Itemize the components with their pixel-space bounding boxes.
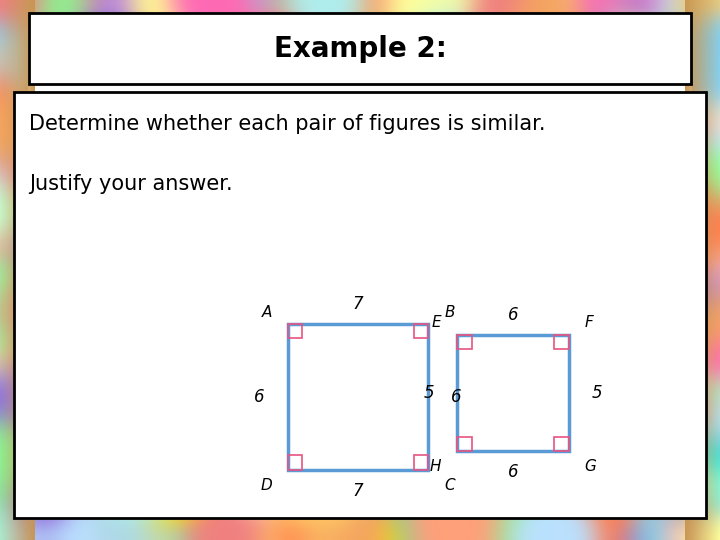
Bar	[457, 335, 472, 349]
Text: H: H	[430, 459, 441, 474]
Bar	[457, 436, 472, 451]
Text: G: G	[585, 459, 596, 474]
Text: Example 2:: Example 2:	[274, 35, 446, 63]
Bar	[414, 324, 428, 339]
Text: 7: 7	[353, 482, 364, 500]
Text: D: D	[261, 478, 272, 493]
Text: Justify your answer.: Justify your answer.	[29, 173, 233, 194]
Text: 5: 5	[592, 384, 603, 402]
Bar	[14, 92, 706, 518]
Text: 6: 6	[508, 463, 518, 481]
Bar	[288, 455, 302, 470]
Text: Determine whether each pair of figures is similar.: Determine whether each pair of figures i…	[29, 114, 545, 134]
Bar	[288, 324, 428, 470]
Text: 7: 7	[353, 295, 364, 313]
Text: 6: 6	[508, 306, 518, 324]
Text: 6: 6	[451, 388, 462, 406]
Text: B: B	[444, 305, 455, 320]
Bar	[554, 335, 569, 349]
Text: E: E	[432, 315, 441, 330]
Text: C: C	[444, 478, 455, 493]
Text: 5: 5	[423, 384, 434, 402]
Bar	[457, 335, 569, 451]
Bar	[288, 324, 302, 339]
Text: A: A	[262, 305, 272, 320]
Bar	[554, 436, 569, 451]
Bar	[414, 455, 428, 470]
Text: F: F	[585, 315, 593, 330]
Bar	[29, 14, 691, 84]
Text: 6: 6	[254, 388, 265, 406]
